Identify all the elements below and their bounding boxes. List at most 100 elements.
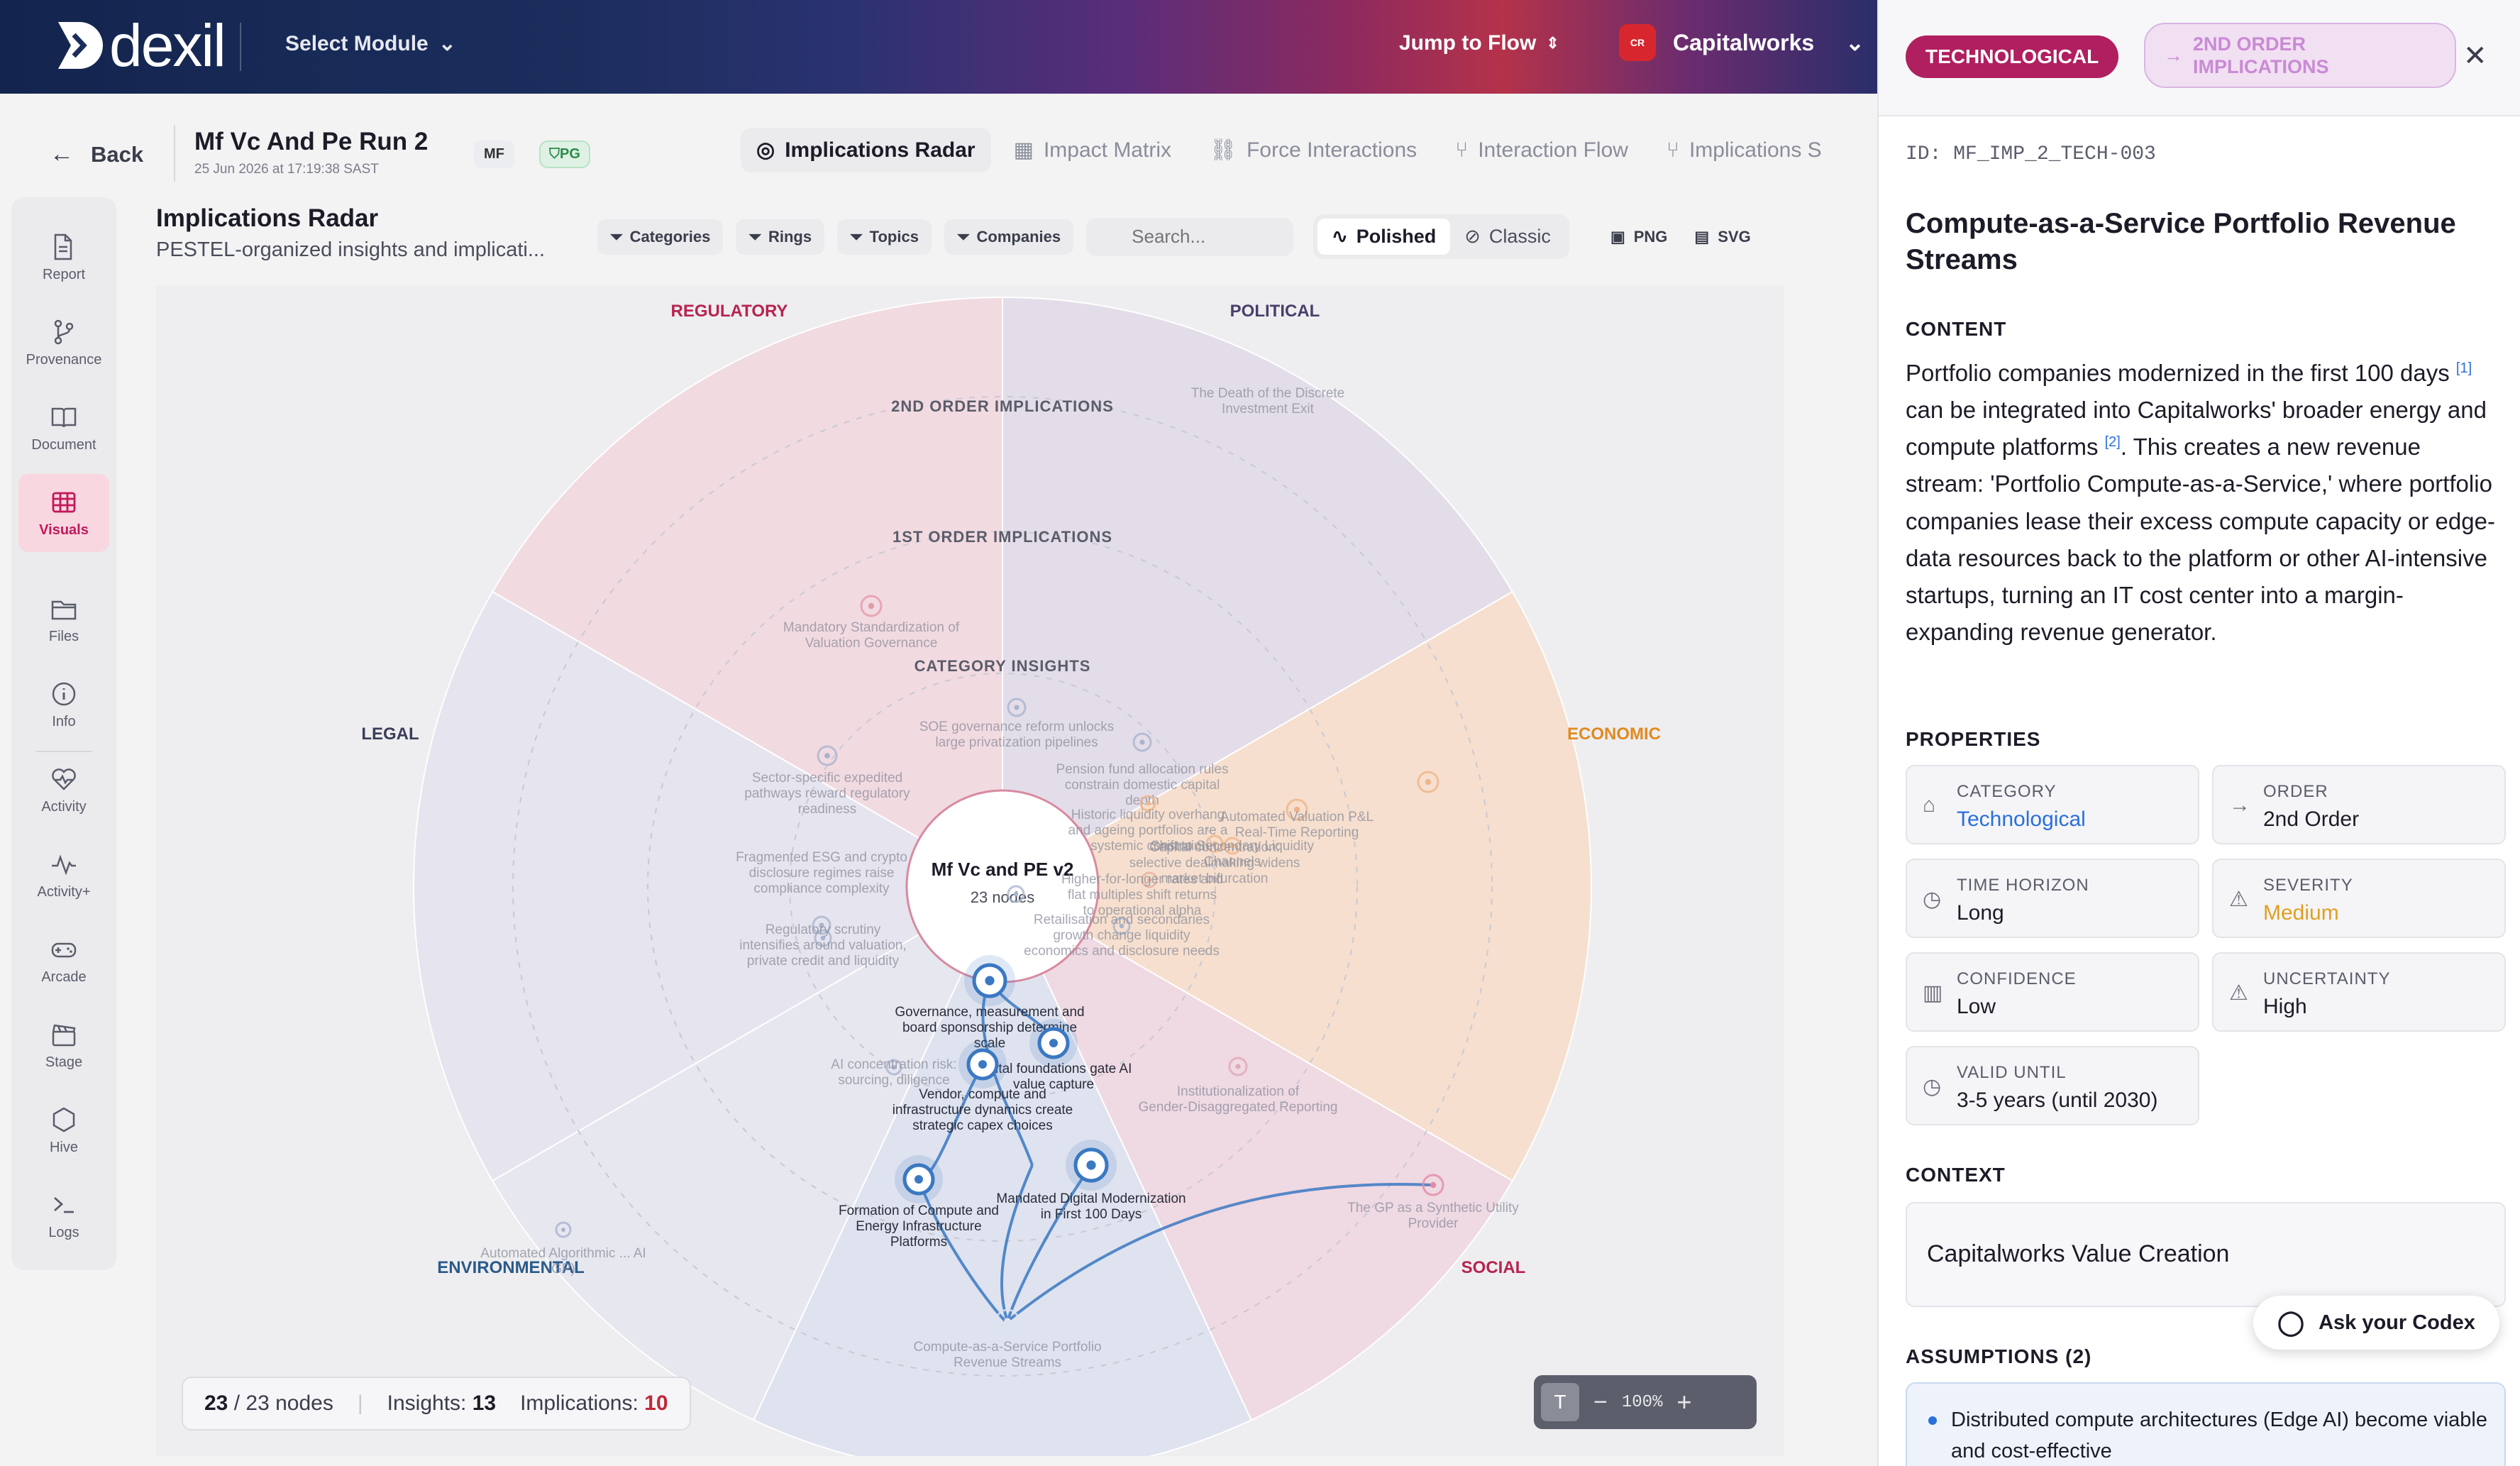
chevron-updown-icon: ⇕ bbox=[1546, 34, 1559, 52]
tab-label: Force Interactions bbox=[1247, 138, 1418, 162]
arrow-right-icon: → bbox=[2229, 793, 2250, 817]
branch-icon: ⑂ bbox=[1666, 138, 1679, 162]
context-box: Capitalworks Value Creation bbox=[1906, 1202, 2506, 1307]
nav-label: Activity bbox=[41, 798, 87, 815]
stats-bar: 23 / 23 nodes | Insights: 13 Implication… bbox=[182, 1377, 691, 1431]
export-label: SVG bbox=[1718, 227, 1751, 246]
radar-node[interactable] bbox=[1286, 798, 1308, 821]
node-label-line: infrastructure dynamics create bbox=[892, 1103, 1073, 1118]
workspace-switcher[interactable]: CR Capitalworks ⌄ bbox=[1619, 24, 1864, 61]
chevron-down-icon: ⌄ bbox=[1845, 30, 1864, 55]
context-heading: CONTEXT bbox=[1906, 1164, 2006, 1186]
provenance-icon bbox=[54, 319, 74, 344]
node-label: Historic liquidity overhang and ageing po… bbox=[1068, 808, 1228, 854]
citation-2[interactable]: [2] bbox=[2104, 434, 2121, 451]
panel-header: TECHNOLOGICAL → 2ND ORDER IMPLICATIONS ✕ bbox=[1879, 0, 2520, 116]
radar-toolbar: ⏷ Categories ⏷ Rings ⏷ Topics ⏷ Companies ∿ P… bbox=[597, 214, 1751, 259]
ring-2 bbox=[789, 673, 1216, 1100]
radar-node[interactable] bbox=[1112, 917, 1131, 935]
nav-item-document[interactable]: Document bbox=[18, 389, 109, 467]
bullet-icon bbox=[1928, 1416, 1937, 1425]
node-label: Mandated Digital Modernization in First 1… bbox=[996, 1191, 1186, 1222]
filter-rings[interactable]: ⏷ Rings bbox=[736, 219, 825, 255]
node-label-line: Capital concentration: bbox=[1149, 840, 1280, 855]
tab-impact-matrix[interactable]: ▦ Impact Matrix bbox=[998, 128, 1187, 172]
radar-svg[interactable]: Mf Vc and PE v2 23 nodes 2ND ORDER IMPLICA… bbox=[156, 285, 1784, 1456]
chat-bubble-icon: ◯ bbox=[2277, 1309, 2305, 1336]
order-pill[interactable]: → 2ND ORDER IMPLICATIONS bbox=[2144, 23, 2456, 88]
radar-node[interactable] bbox=[812, 915, 831, 935]
zoom-out-button[interactable]: − bbox=[1593, 1388, 1608, 1416]
content-part: . This creates a new revenue stream: 'Po… bbox=[1906, 434, 2495, 645]
nav-item-visuals[interactable]: Visuals bbox=[18, 474, 109, 552]
radar-node[interactable] bbox=[1132, 732, 1152, 752]
export-png-button[interactable]: ▣ PNG bbox=[1610, 228, 1667, 246]
radar-node[interactable] bbox=[1139, 795, 1156, 812]
radar-node[interactable] bbox=[1223, 837, 1242, 855]
radar-node[interactable] bbox=[995, 1308, 1020, 1334]
radar-node[interactable] bbox=[1228, 1057, 1248, 1076]
logo[interactable]: dexil bbox=[55, 16, 226, 75]
radar-canvas[interactable]: Mf Vc and PE v2 23 nodes 2ND ORDER IMPLICA… bbox=[156, 285, 1784, 1456]
back-button[interactable]: ← Back bbox=[50, 140, 143, 168]
zoom-in-button[interactable]: + bbox=[1676, 1387, 1692, 1416]
radar-node[interactable] bbox=[817, 745, 838, 766]
radar-node[interactable] bbox=[814, 929, 832, 947]
radar-node[interactable] bbox=[1422, 1174, 1444, 1196]
radar-node[interactable] bbox=[860, 595, 883, 617]
nav-item-files[interactable]: Files bbox=[18, 580, 109, 658]
nav-item-report[interactable]: Report bbox=[18, 219, 109, 297]
mode-classic[interactable]: ⊘ Classic bbox=[1450, 219, 1565, 255]
node-label-line: Sector-specific expedited bbox=[752, 771, 902, 786]
filter-companies[interactable]: ⏷ Companies bbox=[944, 219, 1074, 255]
nav-item-logs[interactable]: Logs bbox=[18, 1176, 109, 1255]
nav-item-info[interactable]: Info bbox=[18, 666, 109, 744]
workspace-logo-icon: CR bbox=[1619, 24, 1656, 61]
close-icon[interactable]: ✕ bbox=[2463, 40, 2487, 72]
nav-item-arcade[interactable]: Arcade bbox=[18, 921, 109, 999]
flow-edge-4 bbox=[917, 1179, 1007, 1323]
select-module-dropdown[interactable]: Select Module ⌄ bbox=[285, 31, 456, 56]
radar-node[interactable] bbox=[1205, 834, 1224, 853]
radar-node[interactable] bbox=[1417, 771, 1439, 793]
radar-node[interactable] bbox=[885, 1059, 902, 1076]
export-svg-button[interactable]: ▤ SVG bbox=[1694, 228, 1750, 246]
nav-item-stage[interactable]: Stage bbox=[18, 1006, 109, 1084]
tab-implications-s[interactable]: ⑂ Implications S bbox=[1651, 128, 1838, 172]
radar-node-core bbox=[1139, 739, 1145, 745]
radar-node[interactable] bbox=[1007, 885, 1025, 903]
text-toggle-button[interactable]: T bbox=[1541, 1383, 1579, 1421]
radar-node[interactable] bbox=[1141, 871, 1158, 888]
heart-pulse-icon bbox=[52, 768, 76, 790]
nav-item-hive[interactable]: Hive bbox=[18, 1091, 109, 1169]
arrow-right-icon: → bbox=[2164, 44, 2183, 66]
jump-to-flow-label: Jump to Flow bbox=[1399, 31, 1537, 55]
node-label-line: intensifies around valuation, bbox=[739, 938, 907, 953]
filter-icon: ⏷ bbox=[850, 227, 863, 246]
workspace-name: Capitalworks bbox=[1673, 29, 1815, 55]
terminal-icon bbox=[54, 1196, 74, 1213]
nav-divider bbox=[35, 751, 92, 752]
flow-edge-1 bbox=[981, 980, 1034, 1166]
tab-interaction-flow[interactable]: ⑂ Interaction Flow bbox=[1439, 128, 1644, 172]
radar-sector-2 bbox=[1001, 590, 1592, 1182]
search-input[interactable] bbox=[1086, 217, 1294, 256]
nav-item-activity[interactable]: Activity bbox=[18, 751, 109, 829]
mode-polished[interactable]: ∿ Polished bbox=[1317, 219, 1451, 255]
jump-to-flow-dropdown[interactable]: Jump to Flow ⇕ bbox=[1399, 31, 1559, 55]
nav-label: Visuals bbox=[39, 522, 89, 538]
filter-categories[interactable]: ⏷ Categories bbox=[597, 219, 724, 255]
tab-force-interactions[interactable]: ⛓ Force Interactions bbox=[1194, 128, 1432, 172]
info-icon bbox=[52, 682, 76, 705]
left-nav: Report Provenance Document Visuals Files Info… bbox=[11, 197, 116, 1270]
radar-node[interactable] bbox=[555, 1221, 572, 1238]
nav-item-provenance[interactable]: Provenance bbox=[18, 304, 109, 382]
filter-topics[interactable]: ⏷ Topics bbox=[837, 219, 932, 255]
tab-implications-radar[interactable]: ◎ Implications Radar bbox=[741, 128, 991, 172]
nav-label: Provenance bbox=[26, 351, 102, 368]
radar-node[interactable] bbox=[1007, 698, 1027, 717]
nav-item-activity-[interactable]: Activity+ bbox=[18, 836, 109, 914]
grid-icon: ▦ bbox=[1013, 138, 1034, 162]
ask-codex-button[interactable]: ◯ Ask your Codex bbox=[2253, 1296, 2499, 1350]
citation-1[interactable]: [1] bbox=[2455, 360, 2472, 376]
